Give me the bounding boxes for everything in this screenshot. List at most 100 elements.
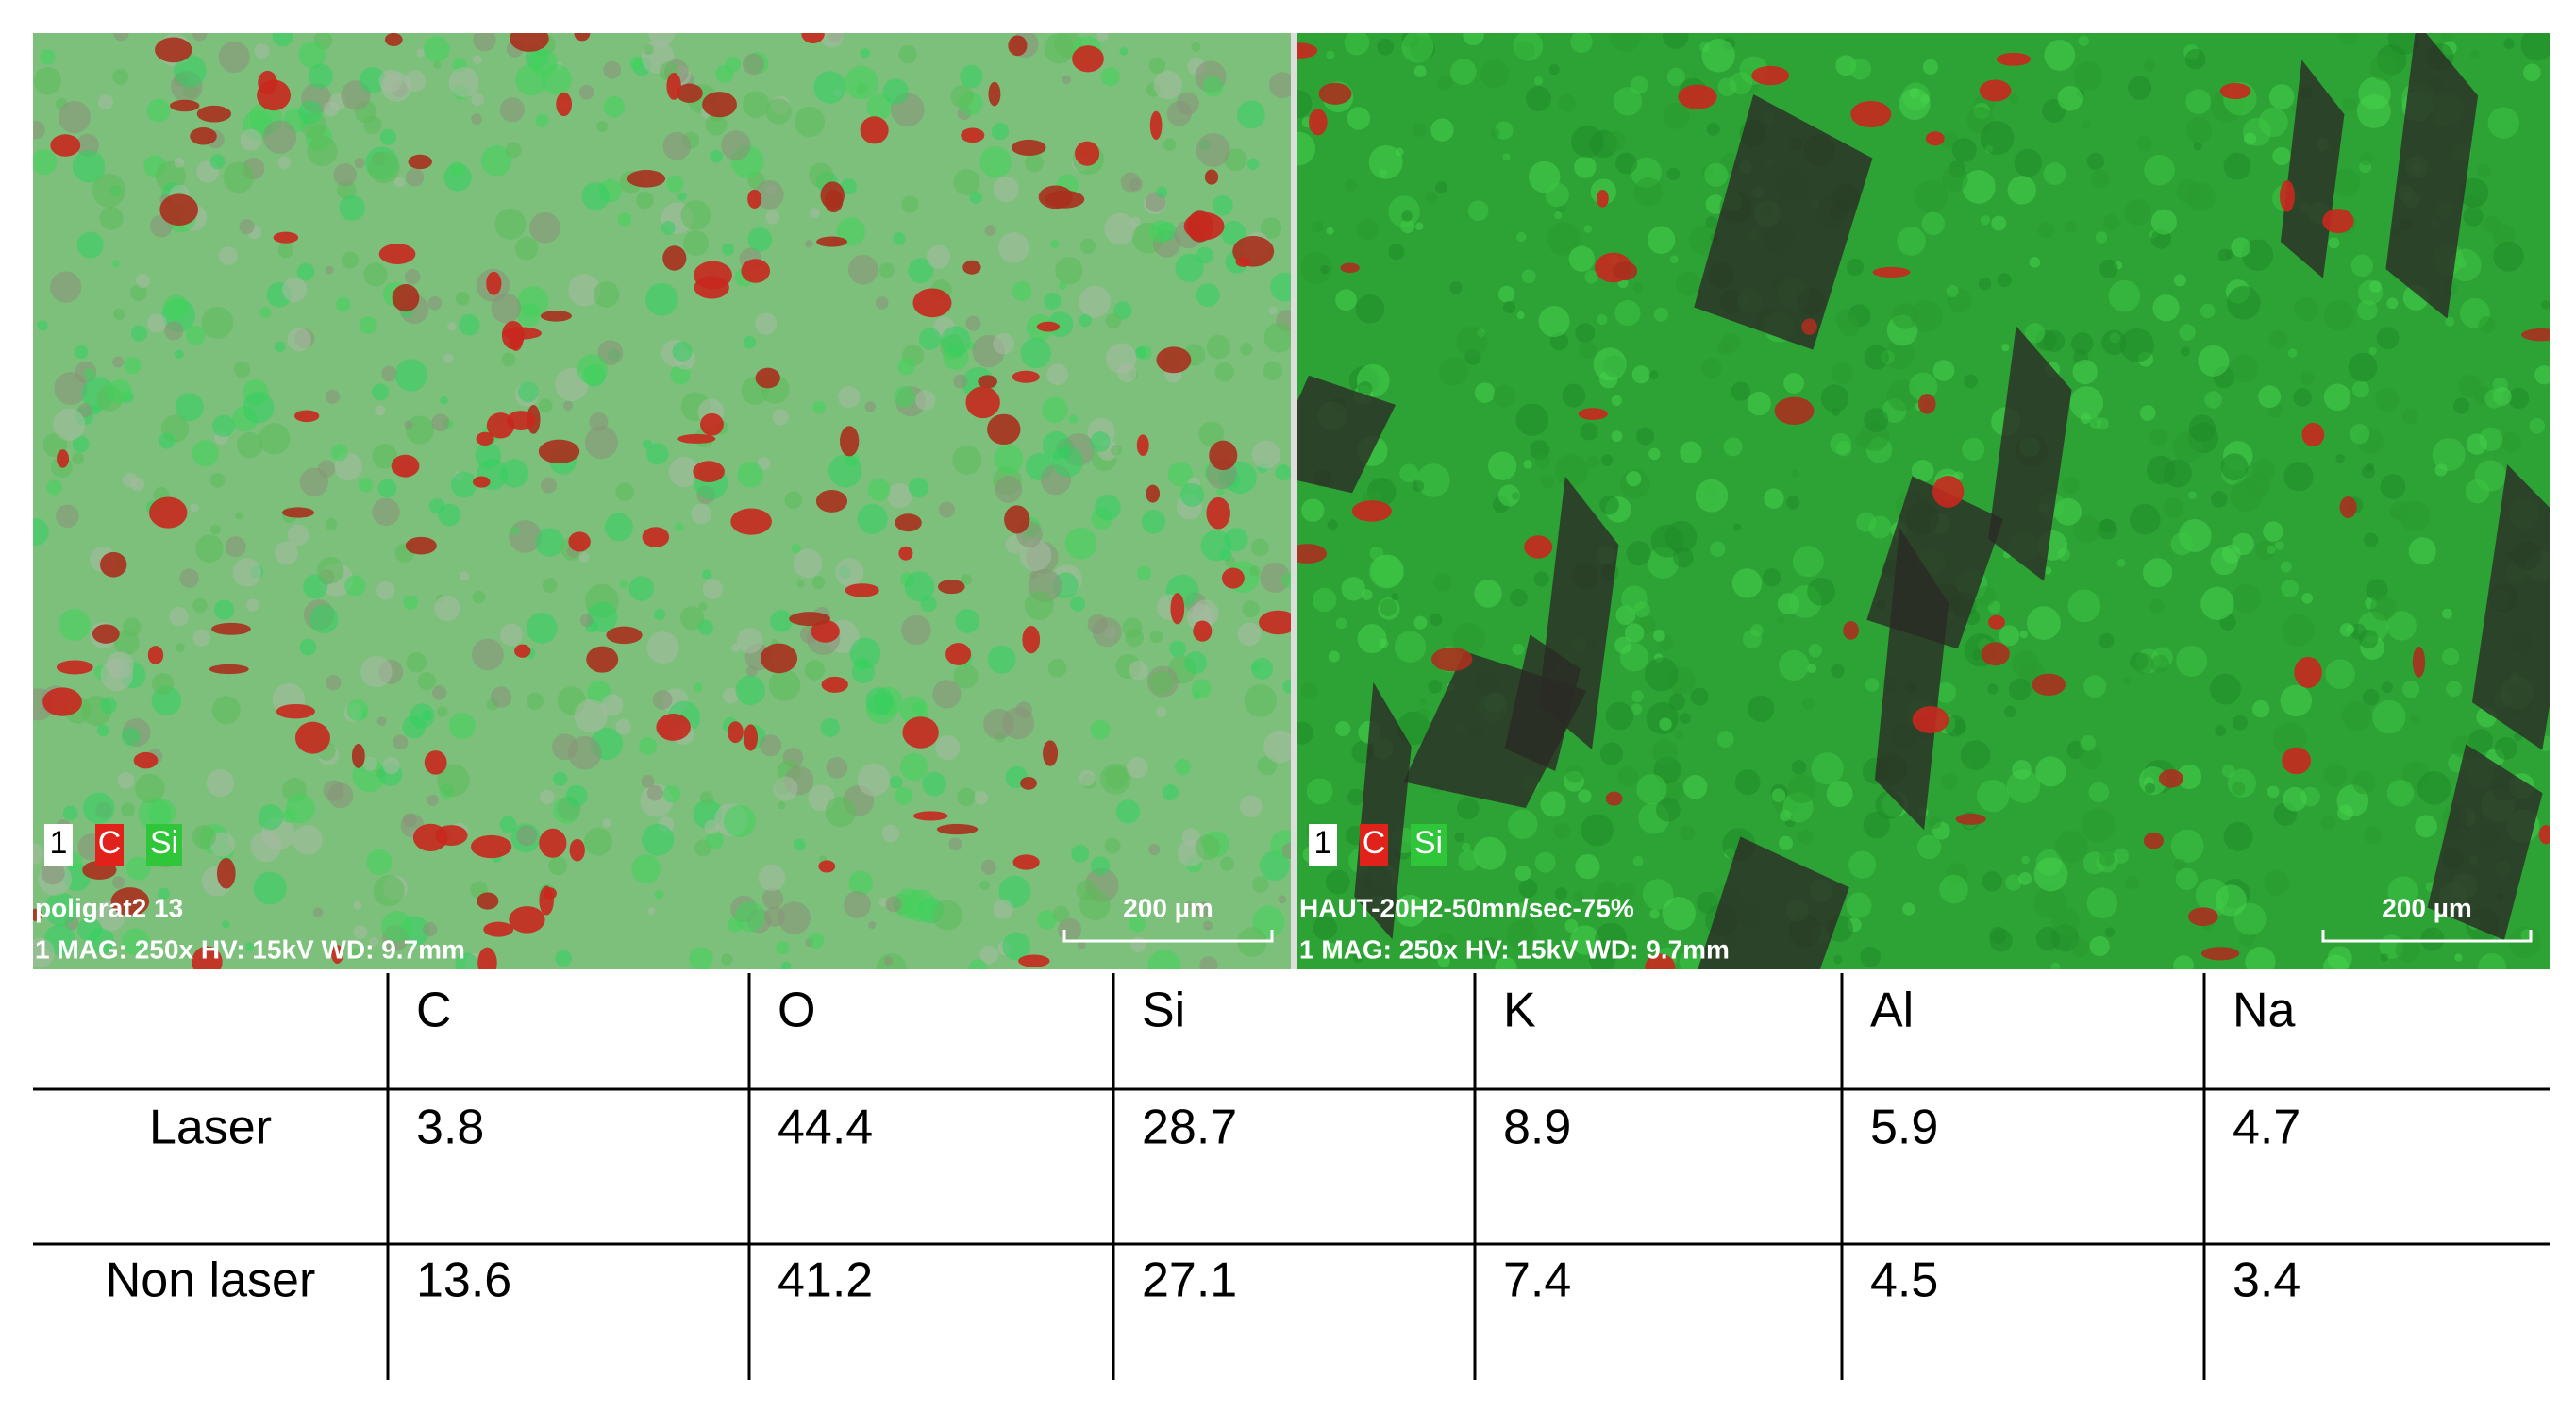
carbon-particle [1751,65,1790,86]
texture-speck [897,358,915,376]
texture-speck [1335,617,1347,630]
texture-speck [1581,814,1614,847]
texture-speck [883,956,894,966]
texture-speck [1104,837,1121,854]
texture-speck [1192,691,1201,700]
texture-speck [2323,763,2348,787]
texture-speck [578,84,594,100]
texture-speck [776,941,790,955]
texture-speck [702,579,723,599]
texture-speck [1050,240,1060,249]
texture-speck [1115,799,1141,824]
texture-speck [2170,532,2194,556]
texture-speck [526,613,558,644]
texture-speck [2133,653,2154,674]
texture-speck [50,271,82,303]
carbon-particle [257,79,292,111]
texture-speck [1791,759,1807,775]
texture-speck [1391,593,1399,601]
carbon-particle [937,580,965,595]
texture-speck [805,239,813,248]
texture-speck [604,513,633,542]
texture-speck [894,385,916,408]
texture-speck [2283,462,2314,492]
carbon-particle [902,716,939,749]
texture-speck [1666,67,1686,87]
texture-speck [1679,825,1696,841]
texture-speck [1095,495,1121,521]
texture-speck [1701,39,1735,73]
texture-speck [490,686,512,708]
carbon-particle [730,508,772,535]
texture-speck [33,149,58,176]
texture-speck [2301,592,2314,604]
texture-speck [43,892,78,927]
texture-speck [1297,90,1313,118]
texture-speck [844,890,871,918]
texture-speck [287,524,309,546]
carbon-particle [434,825,468,846]
texture-speck [2215,905,2225,916]
texture-speck [1064,527,1097,560]
texture-speck [2362,688,2380,706]
texture-speck [473,33,496,52]
table-cell: 41.2 [778,1253,873,1308]
texture-speck [1153,70,1182,100]
texture-speck [1413,615,1428,630]
texture-speck [1462,842,1471,852]
texture-speck [2149,428,2168,446]
texture-speck [33,937,55,967]
carbon-particle [211,622,251,635]
texture-speck [1572,891,1584,903]
texture-speck [1111,445,1122,456]
texture-speck [1801,698,1815,710]
texture-speck [804,660,826,681]
texture-speck [1964,374,1978,389]
texture-speck [1325,869,1350,895]
texture-speck [991,123,1010,141]
texture-speck [427,794,439,806]
texture-speck [2364,826,2383,845]
texture-speck [1024,153,1044,173]
texture-speck [494,208,527,240]
texture-speck [1944,715,1966,737]
texture-speck [2408,537,2436,565]
texture-speck [206,768,235,798]
carbon-particle [1678,84,1717,109]
texture-speck [1044,33,1075,64]
texture-speck [1191,42,1201,52]
carbon-particle [676,83,703,103]
carbon-particle [2339,496,2357,519]
texture-speck [243,392,275,424]
carbon-particle [845,583,879,597]
texture-speck [1047,658,1067,678]
texture-speck [2144,154,2175,186]
texture-speck [1244,684,1278,717]
carbon-particle [1340,262,1360,274]
texture-speck [646,443,669,465]
texture-speck [828,454,862,488]
texture-speck [2101,329,2127,356]
texture-speck [2223,821,2253,851]
texture-speck [2090,169,2110,189]
texture-speck [455,952,478,969]
texture-speck [1355,294,1385,324]
texture-speck [1012,281,1032,302]
texture-speck [1358,381,1373,396]
carbon-particle [477,892,499,910]
texture-speck [1826,781,1853,808]
texture-speck [1561,940,1572,950]
texture-speck [2503,38,2515,49]
texture-speck [37,320,48,331]
texture-speck [1864,408,1889,433]
texture-speck [1748,695,1775,722]
texture-speck [979,945,998,965]
carbon-particle [514,644,531,658]
texture-speck [440,395,448,405]
texture-speck [1163,138,1177,151]
texture-speck [240,128,262,151]
texture-speck [2350,424,2370,445]
texture-speck [1675,271,1701,296]
texture-speck [1401,33,1434,63]
texture-speck [232,558,261,587]
